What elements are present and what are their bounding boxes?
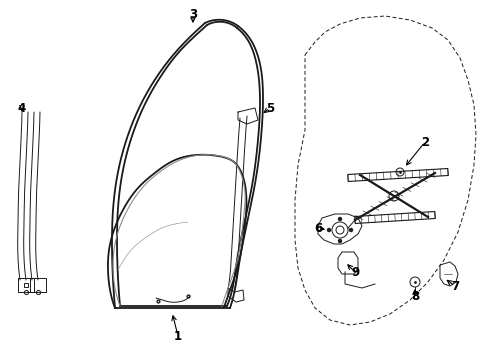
Text: 8: 8 (410, 289, 418, 302)
Circle shape (326, 228, 330, 232)
Text: 2: 2 (420, 135, 428, 148)
Text: 1: 1 (174, 329, 182, 342)
Circle shape (337, 239, 341, 243)
Text: 7: 7 (450, 279, 458, 292)
Circle shape (348, 228, 352, 232)
Text: 4: 4 (18, 102, 26, 114)
Circle shape (337, 217, 341, 221)
Text: 6: 6 (313, 221, 322, 234)
Text: 5: 5 (265, 102, 274, 114)
Text: 9: 9 (350, 266, 358, 279)
Text: 3: 3 (188, 8, 197, 21)
